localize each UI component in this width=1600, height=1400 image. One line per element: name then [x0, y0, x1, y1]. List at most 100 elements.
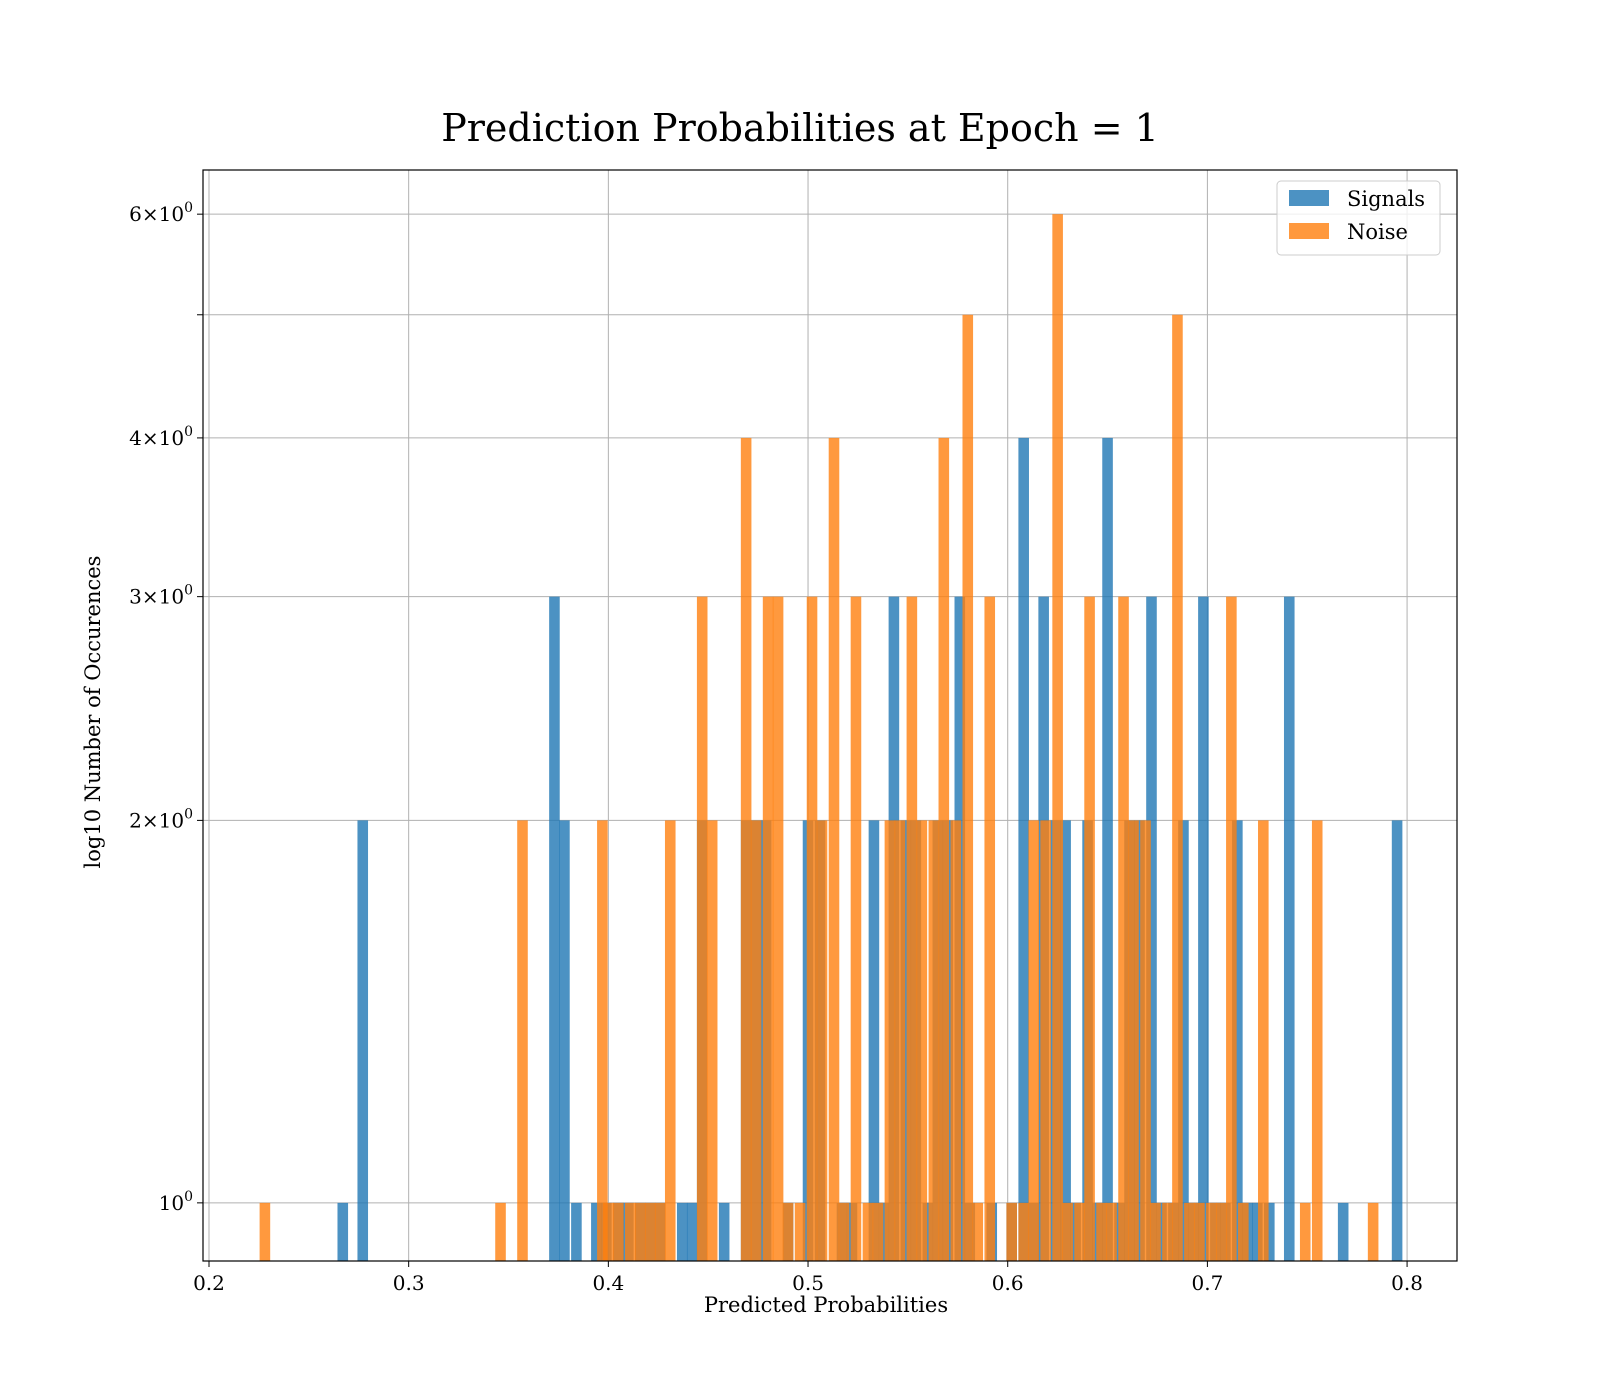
signals-bar	[1060, 820, 1071, 1261]
signals-bar	[357, 820, 369, 1261]
noise-bar	[603, 1202, 614, 1261]
noise-bar	[597, 820, 608, 1261]
signals-bar	[1018, 437, 1029, 1261]
noise-bar	[1074, 1202, 1085, 1261]
noise-bar	[828, 437, 840, 1261]
noise-bar	[1018, 1202, 1029, 1261]
noise-bar	[862, 1202, 874, 1261]
noise-bar	[635, 1202, 646, 1261]
noise-bar	[928, 820, 940, 1261]
noise-bar	[884, 820, 896, 1261]
signals-bar	[900, 820, 912, 1261]
chart-title: Prediction Probabilities at Epoch = 1	[441, 106, 1159, 150]
noise-bar	[1162, 1202, 1173, 1261]
noise-bar	[517, 820, 528, 1261]
y-tick-label: 6×100	[129, 200, 193, 226]
noise-bar	[1258, 820, 1269, 1261]
signals-bar	[1232, 820, 1243, 1261]
noise-bar	[1226, 596, 1237, 1261]
noise-bar	[916, 820, 928, 1261]
noise-bar	[962, 314, 974, 1261]
noise-bar	[838, 1202, 850, 1261]
noise-bar	[644, 1202, 656, 1261]
noise-bar	[1216, 1202, 1227, 1261]
noise-bar	[782, 1202, 794, 1261]
noise-bar	[1311, 820, 1323, 1261]
noise-bar	[1052, 214, 1063, 1262]
noise-bar	[1040, 820, 1051, 1261]
noise-bar	[1172, 314, 1183, 1261]
noise-bar	[762, 596, 774, 1261]
noise-bar	[1140, 820, 1151, 1261]
noise-bar	[1184, 1202, 1195, 1261]
noise-bar	[664, 820, 676, 1261]
signals-bar	[1252, 1202, 1263, 1261]
signals-bar	[922, 1202, 934, 1261]
noise-bar	[1118, 596, 1129, 1261]
signals-bar	[1391, 820, 1403, 1261]
noise-bar	[1096, 1202, 1107, 1261]
plot-frame	[202, 169, 1458, 1262]
noise-bar	[1238, 1202, 1249, 1261]
legend-label-noise: Noise	[1347, 220, 1408, 244]
x-tick-label: 0.2	[193, 1271, 225, 1295]
noise-bar	[872, 1202, 884, 1261]
signals-bar	[1102, 437, 1113, 1261]
noise-bar	[806, 596, 818, 1261]
noise-bar	[794, 1202, 806, 1261]
noise-bar	[1194, 1202, 1205, 1261]
noise-bar	[1206, 1202, 1217, 1261]
signals-bar	[718, 1202, 730, 1261]
signals-bar	[337, 1202, 349, 1261]
noise-bar	[696, 596, 708, 1261]
signals-bar	[1198, 596, 1209, 1261]
y-tick-label: 4×100	[129, 424, 193, 450]
axis-ticks: 0.2 0.3 0.4 0.5 0.6 0.7 0.8 100 2×100 3×100 4×100 6…	[129, 200, 1423, 1295]
bars	[259, 214, 1403, 1262]
y-tick-label: 2×100	[129, 806, 193, 832]
noise-bar	[1062, 1202, 1073, 1261]
noise-bar	[1084, 596, 1095, 1261]
noise-bar	[938, 437, 950, 1261]
y-tick-label: 3×100	[129, 583, 193, 609]
x-tick-label: 0.3	[393, 1271, 425, 1295]
noise-bar	[1128, 820, 1139, 1261]
series-noise	[259, 214, 1379, 1262]
signals-bar	[1134, 820, 1145, 1261]
signals-bar	[1156, 1202, 1167, 1261]
noise-bar	[894, 820, 906, 1261]
noise-bar	[1150, 1202, 1161, 1261]
noise-bar	[972, 1202, 984, 1261]
x-axis-label: Predicted Probabilities	[704, 1293, 948, 1317]
noise-bar	[1028, 820, 1039, 1261]
noise-bar	[1106, 1202, 1117, 1261]
noise-bar	[984, 596, 996, 1261]
signals-bar	[559, 820, 570, 1261]
signals-bar	[676, 1202, 688, 1261]
legend-label-signals: Signals	[1347, 187, 1425, 211]
y-axis-label: log10 Number of Occurences	[81, 556, 105, 869]
noise-bar	[613, 1202, 624, 1261]
signals-bar	[1146, 596, 1157, 1261]
noise-bar	[1299, 1202, 1311, 1261]
noise-bar	[740, 437, 752, 1261]
noise-bar	[625, 1202, 636, 1261]
x-tick-label: 0.6	[992, 1271, 1024, 1295]
noise-bar	[495, 1202, 506, 1261]
noise-bar	[950, 820, 962, 1261]
signals-bar	[1178, 820, 1189, 1261]
noise-bar	[772, 596, 784, 1261]
noise-bar	[1367, 1202, 1379, 1261]
signals-bar	[549, 596, 560, 1261]
noise-bar	[654, 1202, 666, 1261]
signals-bar	[1283, 596, 1295, 1261]
signals-bar	[1337, 1202, 1349, 1261]
signals-bar	[1264, 1202, 1275, 1261]
legend-swatch-noise	[1289, 223, 1329, 239]
x-tick-label: 0.4	[592, 1271, 624, 1295]
signals-bar	[571, 1202, 582, 1261]
noise-bar	[906, 596, 918, 1261]
signals-bar	[868, 820, 880, 1261]
noise-bar	[850, 596, 862, 1261]
signals-bar	[686, 1202, 698, 1261]
